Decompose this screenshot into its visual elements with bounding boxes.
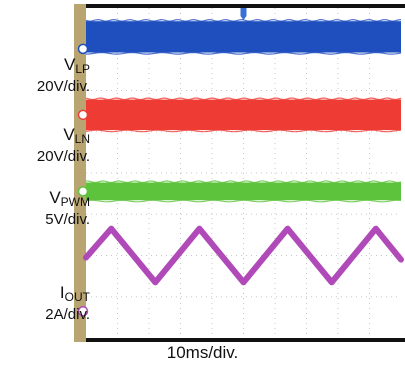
channel-2-name: V: [63, 125, 75, 144]
channel-1-label: VLP 20V/div.: [37, 56, 90, 96]
channel-2-trace-edge-top: [85, 97, 402, 101]
channel-1-scale: 20V/div.: [36, 78, 90, 95]
channel-1-trace-edge-bottom: [85, 51, 402, 55]
channel-4-subscript: OUT: [64, 290, 90, 304]
channel-2-label: VLN 20V/div.: [37, 126, 90, 166]
channel-3-trace-edge-bottom: [85, 199, 402, 203]
channel-2-trace-band: [86, 99, 401, 131]
channel-1-trace-band: [86, 21, 401, 53]
channel-2-subscript: LN: [74, 132, 90, 146]
channel-4-trace-line: [83, 225, 404, 286]
trigger-marker-icon: [240, 8, 247, 20]
channel-4-ground-marker-icon: [77, 305, 89, 317]
channel-3-subscript: PWM: [60, 195, 90, 209]
channel-1-trace-edge-top: [85, 18, 402, 22]
channel-1-ground-marker-icon: [77, 43, 89, 55]
channel-3-trace-edge-top: [85, 180, 402, 184]
channel-4-scale: 2A/div.: [45, 306, 90, 323]
scope-screen: [74, 4, 405, 342]
channel-4-name: I: [59, 283, 65, 302]
channel-3-ground-marker-icon: [77, 186, 89, 197]
channel-1-subscript: LP: [75, 62, 90, 76]
scope-frame-left: [74, 4, 86, 342]
channel-3-trace-band: [86, 182, 401, 201]
channel-2-scale: 20V/div.: [36, 148, 90, 165]
channel-2-trace-edge-bottom: [85, 129, 402, 133]
channel-3-scale: 5V/div.: [45, 211, 90, 228]
channel-3-name: V: [49, 188, 61, 207]
channel-2-ground-marker-icon: [77, 109, 89, 121]
channel-3-label: VPWM 5V/div.: [45, 189, 90, 229]
scope-frame-top: [86, 4, 405, 8]
timebase-label: 10ms/div.: [166, 343, 239, 362]
scope-frame-bottom: [86, 338, 405, 342]
channel-4-label: IOUT 2A/div.: [45, 284, 90, 324]
channel-1-name: V: [63, 55, 76, 74]
